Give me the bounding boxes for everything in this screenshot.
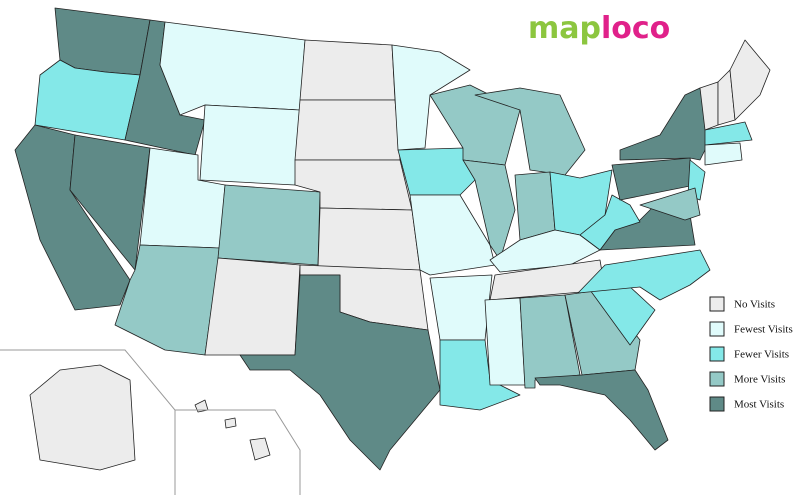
inset-border xyxy=(175,409,301,495)
state xyxy=(704,121,753,146)
legend-label: No Visits xyxy=(734,299,775,311)
state xyxy=(159,21,306,116)
legend-swatch xyxy=(709,371,725,387)
state xyxy=(217,184,321,266)
legend-swatch xyxy=(709,396,725,412)
state xyxy=(704,142,743,166)
state xyxy=(579,194,641,251)
state xyxy=(619,87,711,161)
legend-label: Fewer Visits xyxy=(734,349,789,361)
state xyxy=(29,364,136,471)
state xyxy=(34,59,141,141)
legend-label: Most Visits xyxy=(734,399,784,411)
legend-swatch xyxy=(709,296,725,312)
legend-swatch xyxy=(709,346,725,362)
state xyxy=(439,339,521,411)
states xyxy=(14,7,771,471)
logo-part: map xyxy=(528,11,601,46)
state xyxy=(239,274,441,471)
legend: No Visits Fewest Visits Fewer Visits More V… xyxy=(709,296,793,412)
state xyxy=(474,87,586,176)
state xyxy=(639,187,701,221)
state xyxy=(514,171,556,241)
state xyxy=(577,249,711,301)
state xyxy=(204,257,301,356)
state xyxy=(294,99,401,161)
logo: maploco xyxy=(528,11,670,46)
state xyxy=(429,274,493,341)
state xyxy=(729,39,771,121)
state xyxy=(249,437,271,461)
state xyxy=(299,39,396,101)
state xyxy=(484,297,526,386)
state xyxy=(199,104,301,186)
state xyxy=(534,369,669,451)
state xyxy=(224,417,237,429)
logo-part: loco xyxy=(601,11,670,46)
state xyxy=(317,207,421,271)
inset-border xyxy=(0,349,176,495)
legend-label: More Visits xyxy=(734,374,785,386)
legend-label: Fewest Visits xyxy=(734,324,793,336)
inset-borders xyxy=(0,349,301,495)
state xyxy=(397,147,476,196)
legend-swatch xyxy=(709,321,725,337)
